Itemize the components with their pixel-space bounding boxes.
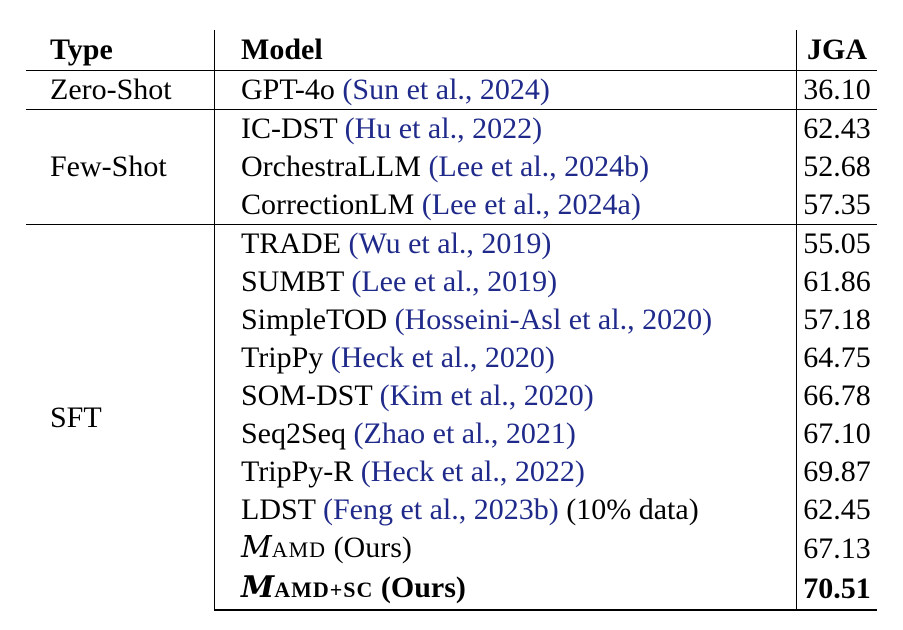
model-cell: CorrectionLM (Lee et al., 2024a)	[214, 186, 797, 225]
jga-cell: 55.05	[796, 224, 877, 263]
jga-cell: 69.87	[803, 455, 871, 488]
model-note: (10% data)	[566, 493, 699, 526]
model-symbol: M	[241, 570, 275, 605]
citation-link[interactable]: (Hosseini-Asl et al., 2020)	[394, 303, 713, 336]
model-name: SUMBT	[241, 265, 344, 298]
jga-cell: 57.18	[803, 303, 871, 336]
model-name: TripPy	[241, 341, 324, 374]
model-name: SimpleTOD	[241, 303, 388, 336]
model-subscript: AMD	[271, 537, 327, 562]
type-cell: Few-Shot	[26, 109, 215, 225]
citation-link[interactable]: (Zhao et al., 2021)	[353, 417, 576, 450]
jga-cell: 67.10	[803, 417, 871, 450]
results-table: Type Model JGA Zero-Shot GPT-4o (Sun et a…	[26, 30, 877, 611]
model-name: TRADE	[241, 227, 341, 260]
model-cell: LDST (Feng et al., 2023b) (10% data)	[214, 491, 797, 529]
jga-cell: 62.45	[803, 493, 871, 526]
table-row-ours: MAMD (Ours) 67.13	[26, 529, 877, 569]
header-row: Type Model JGA	[26, 30, 877, 71]
model-cell: TRADE (Wu et al., 2019)	[214, 224, 797, 263]
ours-label: (Ours)	[333, 531, 412, 564]
table-row: Seq2Seq (Zhao et al., 2021) 67.10	[26, 415, 877, 453]
citation-link[interactable]: (Feng et al., 2023b)	[322, 493, 559, 526]
model-cell: GPT-4o (Sun et al., 2024)	[214, 70, 797, 110]
model-name: OrchestraLLM	[241, 150, 421, 183]
citation-link[interactable]: (Lee et al., 2024b)	[428, 150, 650, 183]
model-cell: SimpleTOD (Hosseini-Asl et al., 2020)	[214, 301, 797, 339]
table-row: SFT TRADE (Wu et al., 2019) 55.05	[26, 224, 877, 610]
table-row-ours: MAMD+SC (Ours) 70.51	[26, 569, 877, 611]
table-row: SUMBT (Lee et al., 2019) 61.86	[26, 263, 877, 301]
header-jga: JGA	[796, 30, 877, 71]
jga-cell: 52.68	[803, 150, 871, 183]
citation-link[interactable]: (Lee et al., 2019)	[351, 265, 558, 298]
model-cell: MAMD+SC (Ours)	[214, 569, 797, 611]
jga-cell: 57.35	[803, 188, 871, 221]
jga-cell: 64.75	[803, 341, 871, 374]
model-cell: TripPy (Heck et al., 2020)	[214, 339, 797, 377]
jga-cell: 66.78	[803, 379, 871, 412]
citation-link[interactable]: (Sun et al., 2024)	[342, 73, 550, 106]
table-row: Few-Shot IC-DST (Hu et al., 2022) 62.43	[26, 109, 877, 225]
table-row: TripPy (Heck et al., 2020) 64.75	[26, 339, 877, 377]
model-name: CorrectionLM	[241, 188, 415, 221]
model-name: TripPy-R	[241, 455, 354, 488]
model-cell: OrchestraLLM (Lee et al., 2024b)	[214, 148, 797, 186]
model-name: GPT-4o	[241, 73, 335, 106]
header-type: Type	[26, 30, 215, 71]
model-cell: MAMD (Ours)	[214, 529, 797, 569]
type-cell: SFT	[26, 224, 215, 610]
model-cell: TripPy-R (Heck et al., 2022)	[214, 453, 797, 491]
model-cell: IC-DST (Hu et al., 2022)	[214, 109, 797, 148]
jga-cell: 67.13	[803, 532, 871, 565]
header-model: Model	[214, 30, 797, 71]
model-name: LDST	[241, 493, 316, 526]
citation-link[interactable]: (Heck et al., 2020)	[330, 341, 555, 374]
table-body: Zero-Shot GPT-4o (Sun et al., 2024) 36.10 F…	[26, 70, 877, 611]
type-cell: Zero-Shot	[26, 70, 215, 110]
ours-label: (Ours)	[380, 571, 466, 604]
table-row: Zero-Shot GPT-4o (Sun et al., 2024) 36.10	[26, 70, 877, 110]
model-cell: Seq2Seq (Zhao et al., 2021)	[214, 415, 797, 453]
jga-cell: 61.86	[803, 265, 871, 298]
table-row: TripPy-R (Heck et al., 2022) 69.87	[26, 453, 877, 491]
model-symbol: M	[241, 530, 272, 565]
model-name: SOM-DST	[241, 379, 373, 412]
citation-link[interactable]: (Lee et al., 2024a)	[421, 188, 641, 221]
table-row: SimpleTOD (Hosseini-Asl et al., 2020) 57.…	[26, 301, 877, 339]
citation-link[interactable]: (Wu et al., 2019)	[348, 227, 552, 260]
jga-cell: 36.10	[803, 73, 871, 106]
citation-link[interactable]: (Hu et al., 2022)	[344, 112, 543, 145]
citation-link[interactable]: (Heck et al., 2022)	[360, 455, 585, 488]
table-row: LDST (Feng et al., 2023b) (10% data) 62.4…	[26, 491, 877, 529]
model-name: IC-DST	[241, 112, 338, 145]
table-row: SOM-DST (Kim et al., 2020) 66.78	[26, 377, 877, 415]
model-cell: SUMBT (Lee et al., 2019)	[214, 263, 797, 301]
table-row: CorrectionLM (Lee et al., 2024a) 57.35	[26, 186, 877, 225]
jga-cell: 70.51	[796, 569, 877, 611]
jga-cell: 62.43	[796, 109, 877, 148]
model-name: Seq2Seq	[241, 417, 346, 450]
citation-link[interactable]: (Kim et al., 2020)	[379, 379, 594, 412]
model-cell: SOM-DST (Kim et al., 2020)	[214, 377, 797, 415]
model-subscript: AMD+SC	[274, 577, 374, 602]
table-row: OrchestraLLM (Lee et al., 2024b) 52.68	[26, 148, 877, 186]
